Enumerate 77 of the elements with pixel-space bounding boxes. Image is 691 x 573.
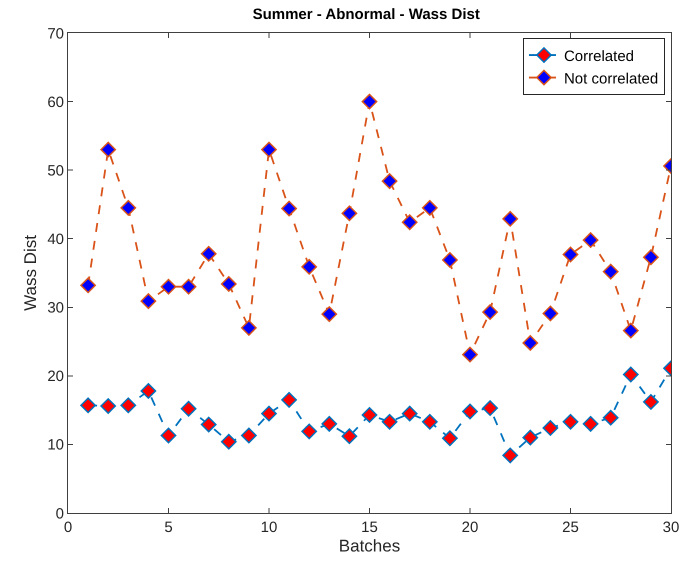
point <box>281 392 297 408</box>
point <box>301 424 318 440</box>
point <box>602 264 619 280</box>
point <box>522 335 538 351</box>
y-tick-label: 70 <box>47 25 64 42</box>
y-tick-label: 10 <box>47 436 64 454</box>
x-tick-label: 15 <box>361 519 378 536</box>
point <box>261 406 277 422</box>
point <box>643 394 659 410</box>
point <box>542 306 558 322</box>
y-tick-label: 20 <box>47 368 64 386</box>
point <box>462 404 478 420</box>
point <box>120 397 136 414</box>
point <box>622 322 639 338</box>
y-tick-label: 50 <box>47 162 64 180</box>
point <box>220 276 237 292</box>
point <box>261 142 277 158</box>
point <box>140 293 156 310</box>
point <box>542 420 558 436</box>
point <box>241 428 257 444</box>
point <box>382 173 398 190</box>
point <box>301 258 318 275</box>
point <box>502 210 518 227</box>
chart-title: Summer - Abnormal - Wass Dist <box>252 6 480 24</box>
point <box>582 232 598 248</box>
point <box>502 448 518 464</box>
point <box>100 142 116 158</box>
point <box>200 416 217 432</box>
point <box>562 246 578 262</box>
point <box>582 416 598 432</box>
point <box>362 94 378 110</box>
y-tick-label: 60 <box>47 94 64 111</box>
point <box>442 252 458 268</box>
x-axis-title: Batches <box>338 536 400 556</box>
point <box>160 278 176 295</box>
point <box>442 430 458 446</box>
x-tick-label: 30 <box>662 519 680 536</box>
point <box>342 205 358 222</box>
point <box>482 400 498 416</box>
point <box>402 214 418 230</box>
point <box>462 346 478 362</box>
point <box>622 366 639 382</box>
point <box>562 414 578 430</box>
point <box>482 304 498 320</box>
point <box>200 246 217 262</box>
point <box>180 278 196 295</box>
y-axis-title: Wass Dist <box>20 234 40 311</box>
point <box>321 306 338 322</box>
point <box>321 416 338 432</box>
x-tick-label: 5 <box>164 519 173 536</box>
point <box>120 200 136 216</box>
point <box>80 277 96 294</box>
point <box>140 383 156 399</box>
point <box>281 200 297 216</box>
x-tick-label: 25 <box>562 519 579 536</box>
point <box>422 414 438 430</box>
point <box>160 428 176 444</box>
point <box>522 430 538 446</box>
point <box>602 410 619 426</box>
x-tick-label: 20 <box>462 519 478 536</box>
legend-label: Correlated <box>564 48 634 65</box>
y-tick-label: 30 <box>47 300 64 317</box>
point <box>402 406 418 422</box>
point <box>100 398 116 414</box>
point <box>241 320 257 336</box>
legend-label: Not correlated <box>564 70 658 88</box>
point <box>180 400 196 417</box>
point <box>220 434 237 450</box>
y-tick-label: 40 <box>47 230 64 248</box>
point <box>80 397 96 414</box>
point <box>382 414 398 430</box>
point <box>643 249 659 266</box>
point <box>362 407 378 423</box>
point <box>422 200 438 216</box>
y-tick-label: 0 <box>56 505 64 522</box>
point <box>342 428 358 444</box>
x-tick-label: 10 <box>260 519 278 536</box>
